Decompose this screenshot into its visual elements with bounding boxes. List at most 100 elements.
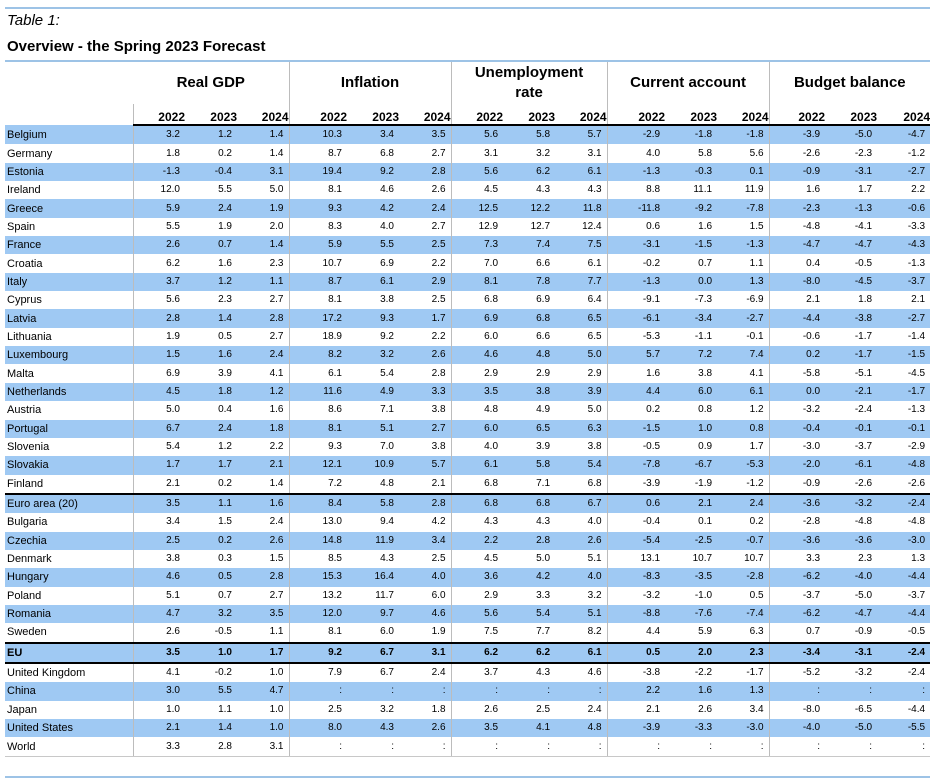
value-cell: 1.9: [218, 220, 232, 232]
value-cell: -4.0: [825, 568, 878, 587]
value-cell: 4.8: [380, 477, 394, 489]
value-cell: 6.6: [536, 330, 551, 342]
value-cell: 6.5: [587, 330, 602, 342]
value-cell: 1.1: [237, 272, 289, 292]
value-cell: 6.9: [380, 257, 394, 269]
row-label: Netherlands: [5, 382, 133, 402]
row-label: Malta: [7, 367, 34, 380]
value-cell: 6.2: [132, 254, 185, 273]
value-cell: :: [825, 737, 878, 757]
value-cell: :: [347, 682, 399, 701]
value-cell: -3.7: [768, 586, 826, 605]
value-cell: 1.0: [185, 641, 237, 664]
value-cell: -0.1: [825, 419, 878, 438]
value-cell: 8.1: [288, 419, 347, 438]
value-cell: 2.3: [717, 641, 770, 664]
row-label: Czechia: [5, 531, 133, 550]
value-cell: 2.6: [399, 346, 452, 365]
value-cell: 4.6: [587, 667, 602, 679]
value-cell: 6.0: [450, 419, 504, 438]
value-cell: -4.0: [768, 719, 826, 738]
value-cell: 2.1: [665, 492, 718, 514]
value-cell: -2.0: [768, 456, 826, 475]
value-cell: :: [555, 737, 608, 757]
value-cell: 3.3: [399, 382, 452, 402]
value-cell: 4.4: [606, 623, 666, 643]
table-row: Germany 1.8 0.2 1.4 8.7 6.8 2.7 3.1 3.2 3.1 4.0 5.8…: [5, 144, 930, 163]
value-cell: 2.1: [431, 477, 446, 489]
table-row: Belgium 3.2 1.2 1.4 10.3 3.4 3.5 5.6 5.8 5.7 -2.9-…: [5, 125, 931, 145]
value-cell: 0.2: [768, 346, 826, 365]
value-cell: 10.3: [288, 125, 347, 145]
group-header-row: Real GDP Inflation Unemployment rate Cur…: [5, 62, 931, 104]
value-cell: 2.6: [555, 531, 608, 550]
value-cell: -0.7: [717, 531, 770, 550]
value-cell: 2.4: [185, 199, 237, 218]
row-label: Hungary: [5, 568, 133, 587]
value-cell: 2.5: [431, 294, 446, 306]
group-header: Real GDP: [176, 74, 245, 91]
value-cell: -2.6: [854, 477, 873, 489]
value-cell: 1.6: [768, 181, 826, 200]
value-cell: 0.2: [218, 147, 232, 159]
table-row: Japan 1.0 1.1 1.0 2.5 3.2 1.8 2.6 2.5 2.4 2.1 2.6 3.…: [5, 700, 930, 719]
value-cell: 3.8: [698, 367, 713, 379]
value-cell: -7.8: [606, 456, 666, 475]
value-cell: 0.2: [749, 516, 764, 528]
value-cell: 3.7: [132, 272, 185, 292]
value-cell: 0.7: [698, 257, 713, 269]
row-label: Slovakia: [5, 456, 133, 475]
value-cell: -3.1: [606, 236, 666, 255]
value-cell: 5.8: [503, 456, 556, 475]
value-cell: 3.1: [399, 641, 452, 664]
value-cell: 12.1: [288, 456, 347, 475]
value-cell: 2.8: [132, 309, 185, 328]
value-cell: 0.6: [606, 217, 666, 237]
value-cell: 6.8: [450, 474, 504, 494]
value-cell: 17.2: [288, 309, 347, 328]
value-cell: 3.5: [450, 382, 504, 402]
value-cell: -5.1: [854, 367, 873, 379]
value-cell: -5.4: [606, 531, 666, 550]
value-cell: -1.8: [717, 125, 770, 145]
value-cell: 6.0: [665, 382, 718, 402]
value-cell: -3.7: [854, 441, 873, 453]
table-title: Overview - the Spring 2023 Forecast: [7, 38, 266, 55]
value-cell: 4.6: [450, 346, 504, 365]
table-row: Estonia -1.3 -0.4 3.1 19.4 9.2 2.8 5.6 6.2 6.1 -1.…: [5, 162, 931, 182]
table-row: Luxembourg 1.5 1.6 2.4 8.2 3.2 2.6 4.6 4.8 5.0 5.7…: [5, 346, 931, 365]
value-cell: :: [503, 682, 556, 701]
value-cell: 5.9: [132, 199, 185, 218]
value-cell: -2.7: [877, 162, 931, 182]
value-cell: 6.5: [555, 309, 608, 328]
value-cell: -3.0: [877, 531, 931, 550]
row-label: Romania: [5, 604, 133, 624]
value-cell: 2.6: [237, 531, 289, 550]
value-cell: 1.9: [132, 327, 185, 347]
value-cell: -0.2: [606, 254, 666, 273]
value-cell: 3.9: [218, 367, 232, 379]
value-cell: 1.6: [665, 682, 718, 701]
value-cell: 3.4: [749, 703, 764, 715]
value-cell: :: [825, 682, 878, 701]
row-label: Sweden: [7, 626, 47, 639]
value-cell: 1.4: [237, 236, 289, 255]
value-cell: 4.3: [450, 513, 504, 532]
value-cell: 3.9: [555, 382, 608, 402]
value-cell: 5.4: [380, 367, 394, 379]
value-cell: -6.1: [825, 456, 878, 475]
value-cell: 5.1: [347, 419, 399, 438]
value-cell: 9.7: [347, 604, 399, 624]
value-cell: 3.8: [431, 404, 446, 416]
value-cell: 0.5: [218, 330, 232, 342]
value-cell: 2.0: [665, 641, 718, 664]
value-cell: 1.2: [218, 441, 232, 453]
value-cell: -0.5: [907, 626, 926, 638]
value-cell: :: [399, 737, 452, 757]
value-cell: 8.1: [288, 181, 347, 200]
value-cell: 0.2: [185, 531, 237, 550]
value-cell: -1.5: [877, 346, 931, 365]
value-cell: :: [877, 682, 931, 701]
row-label: Greece: [5, 199, 133, 218]
value-cell: -4.8: [907, 516, 926, 528]
